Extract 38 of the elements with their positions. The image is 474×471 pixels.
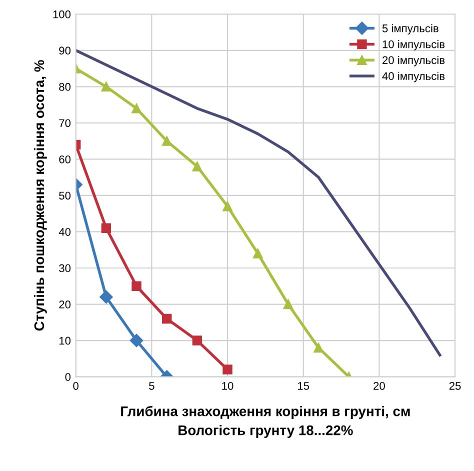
y-tick-label: 100 [53, 10, 71, 18]
point [101, 223, 112, 233]
y-tick-label: 50 [59, 192, 71, 200]
x-tick-label: 0 [73, 382, 78, 390]
y-tick-label: 90 [59, 46, 71, 55]
point [192, 336, 202, 346]
x-axis-title: Глибина знаходження коріння в грунті, см Вологість грунту 18...22% [121, 406, 410, 438]
legend-label: 10 імпульсів [382, 40, 445, 50]
y-tick-label: 30 [59, 264, 71, 272]
point [101, 82, 112, 92]
point [130, 334, 144, 348]
point [283, 299, 294, 310]
legend-label: 20 імпульсів [382, 56, 445, 66]
y-axis-title: Ступінь пошкодження коріння осота, % [34, 60, 47, 331]
legend-label: 5 імпульсів [382, 24, 438, 34]
x-tick-label: 15 [298, 382, 310, 390]
y-tick-label: 40 [58, 228, 71, 236]
y-tick-label: 70 [59, 119, 71, 128]
x-tick-label: 25 [449, 382, 461, 390]
point [162, 136, 172, 146]
x-tick-label: 5 [149, 382, 154, 390]
point [192, 162, 202, 172]
x-tick-label: 10 [222, 382, 234, 390]
y-tick-label: 20 [59, 300, 71, 308]
point [132, 281, 142, 291]
point [222, 364, 232, 374]
y-tick-label: 0 [65, 373, 71, 381]
y-tick-label: 10 [59, 336, 71, 345]
y-tick-label: 60 [59, 155, 71, 164]
point [132, 104, 142, 114]
point [314, 342, 324, 353]
point [222, 201, 232, 212]
point [100, 290, 113, 304]
legend-label: 40 імпульсів [382, 72, 445, 82]
point [252, 248, 263, 258]
y-tick-label: 80 [59, 82, 71, 91]
x-tick-label: 20 [374, 382, 385, 390]
point [162, 314, 172, 324]
